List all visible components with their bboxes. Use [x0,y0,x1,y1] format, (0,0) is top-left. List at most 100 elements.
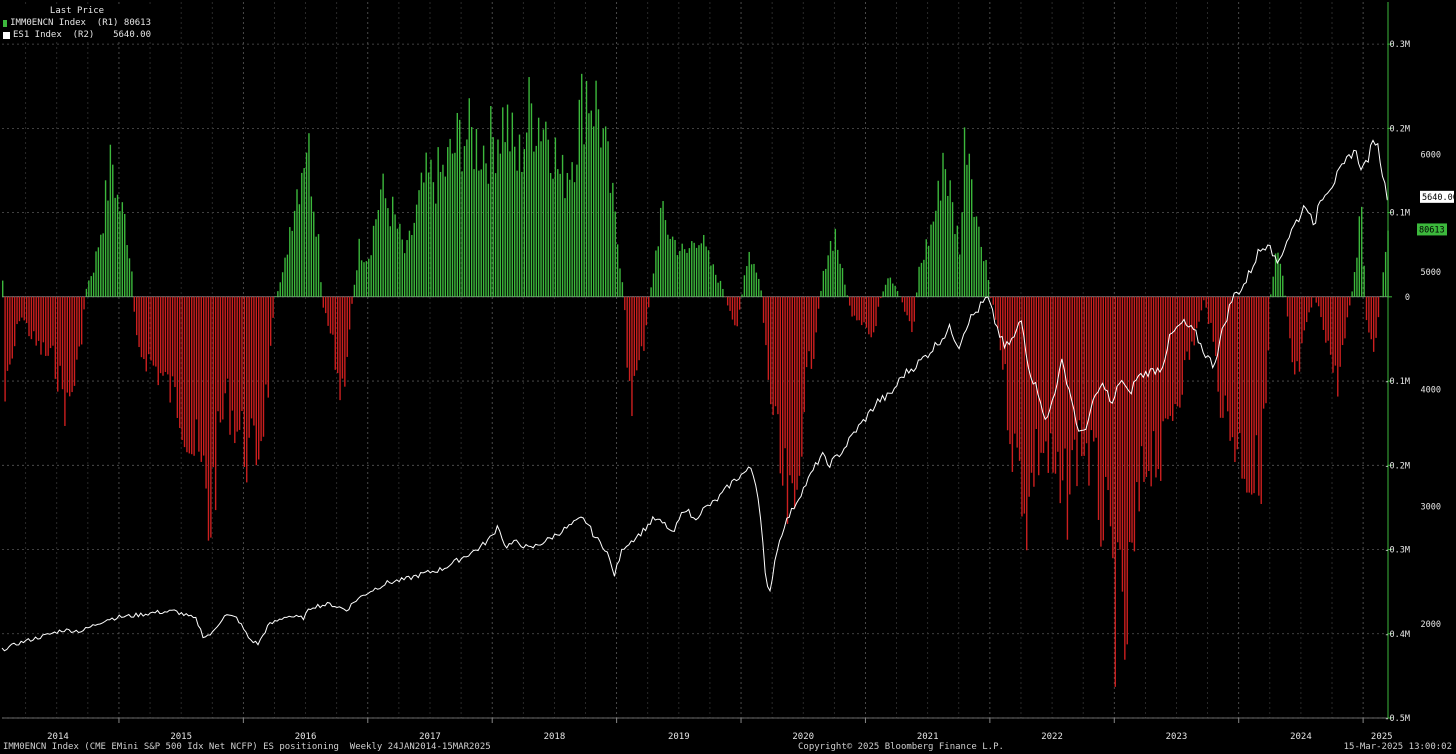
position-bar [918,266,920,297]
position-bar [200,296,202,462]
position-bar [1054,296,1057,474]
position-bar [583,144,585,297]
position-bar [1140,296,1143,447]
position-bar [423,182,425,297]
position-bar [64,296,66,426]
position-bar [949,180,951,297]
position-bar [430,159,432,297]
position-bar [906,296,908,316]
position-bar [1248,296,1250,493]
position-bar [808,296,810,352]
position-bar [1217,296,1219,392]
position-bar [791,296,793,484]
position-bar [1109,296,1112,527]
position-bar [219,296,222,423]
position-bar [1035,296,1038,430]
position-bar [1152,296,1155,432]
position-bar [1174,296,1176,405]
position-bar [97,247,100,297]
position-bar [951,202,954,297]
position-bar [935,210,937,297]
r2-tick-label: 4000 [1421,385,1441,395]
position-bar [908,296,911,322]
position-bar [1076,296,1078,487]
position-bar [715,274,717,297]
position-bar [877,296,880,307]
position-bar [942,152,944,297]
position-bar [882,291,884,297]
position-bar [1267,296,1270,351]
position-bar [722,288,724,297]
position-bar [229,296,231,435]
position-bar [40,296,42,355]
position-bar [13,296,16,347]
position-bar [76,296,78,360]
position-bar [734,296,736,326]
position-bar [159,296,162,374]
position-bar [944,169,947,297]
position-bar [126,245,128,297]
position-bar [47,296,49,356]
position-bar [1224,296,1227,396]
position-bar [258,296,260,460]
position-bar [595,80,597,297]
position-bar [344,296,346,387]
position-bar [1186,296,1188,352]
position-bar [781,296,784,486]
position-bar [317,234,320,297]
x-tick-label: 2017 [419,732,441,742]
position-bar [717,282,719,297]
position-bar [853,296,856,316]
position-bar [140,296,143,358]
position-bar [648,296,650,308]
footer-source: IMM0ENCN Index (CME EMini S&P 500 Idx Ne… [3,742,491,752]
position-bar [815,296,817,333]
position-bar [325,296,327,314]
position-bar [2,280,4,297]
position-bar [655,250,657,297]
position-bar [473,169,475,297]
position-bar [303,168,305,297]
position-bar [394,214,396,297]
position-bar [1188,296,1191,360]
position-bar [554,137,557,297]
position-bar [1234,296,1236,463]
position-bar [860,296,863,326]
position-bar [442,164,444,297]
position-bar [365,261,368,297]
position-bar [616,244,619,297]
position-bar [667,234,669,297]
position-bar [602,128,604,297]
position-bar [167,296,169,375]
position-bar [973,216,975,297]
position-bar [997,296,999,329]
position-bar [841,268,844,297]
position-bar [1236,296,1238,450]
position-bar [152,296,155,366]
position-bar [145,296,147,372]
position-bar [119,211,121,297]
position-bar [659,207,662,297]
position-bar [755,272,758,297]
x-tick-label: 2022 [1041,732,1063,742]
position-bar [578,99,581,297]
position-bar [389,226,392,297]
position-bar [810,296,813,369]
position-bar [1246,296,1248,493]
position-bar [37,296,40,341]
position-bar [18,296,21,322]
position-bar [686,252,688,297]
position-bar [588,113,590,297]
position-bar [444,176,447,297]
position-bar [502,107,504,297]
position-bar [23,296,25,321]
position-bar [313,211,315,297]
position-bar [636,296,638,371]
position-bar [372,225,375,297]
legend-label: ES1 Index (R2) [13,30,95,40]
position-bar [281,272,284,297]
position-bar [626,296,628,368]
position-bar [286,254,289,297]
position-bar [758,278,760,297]
position-bar [334,296,336,370]
